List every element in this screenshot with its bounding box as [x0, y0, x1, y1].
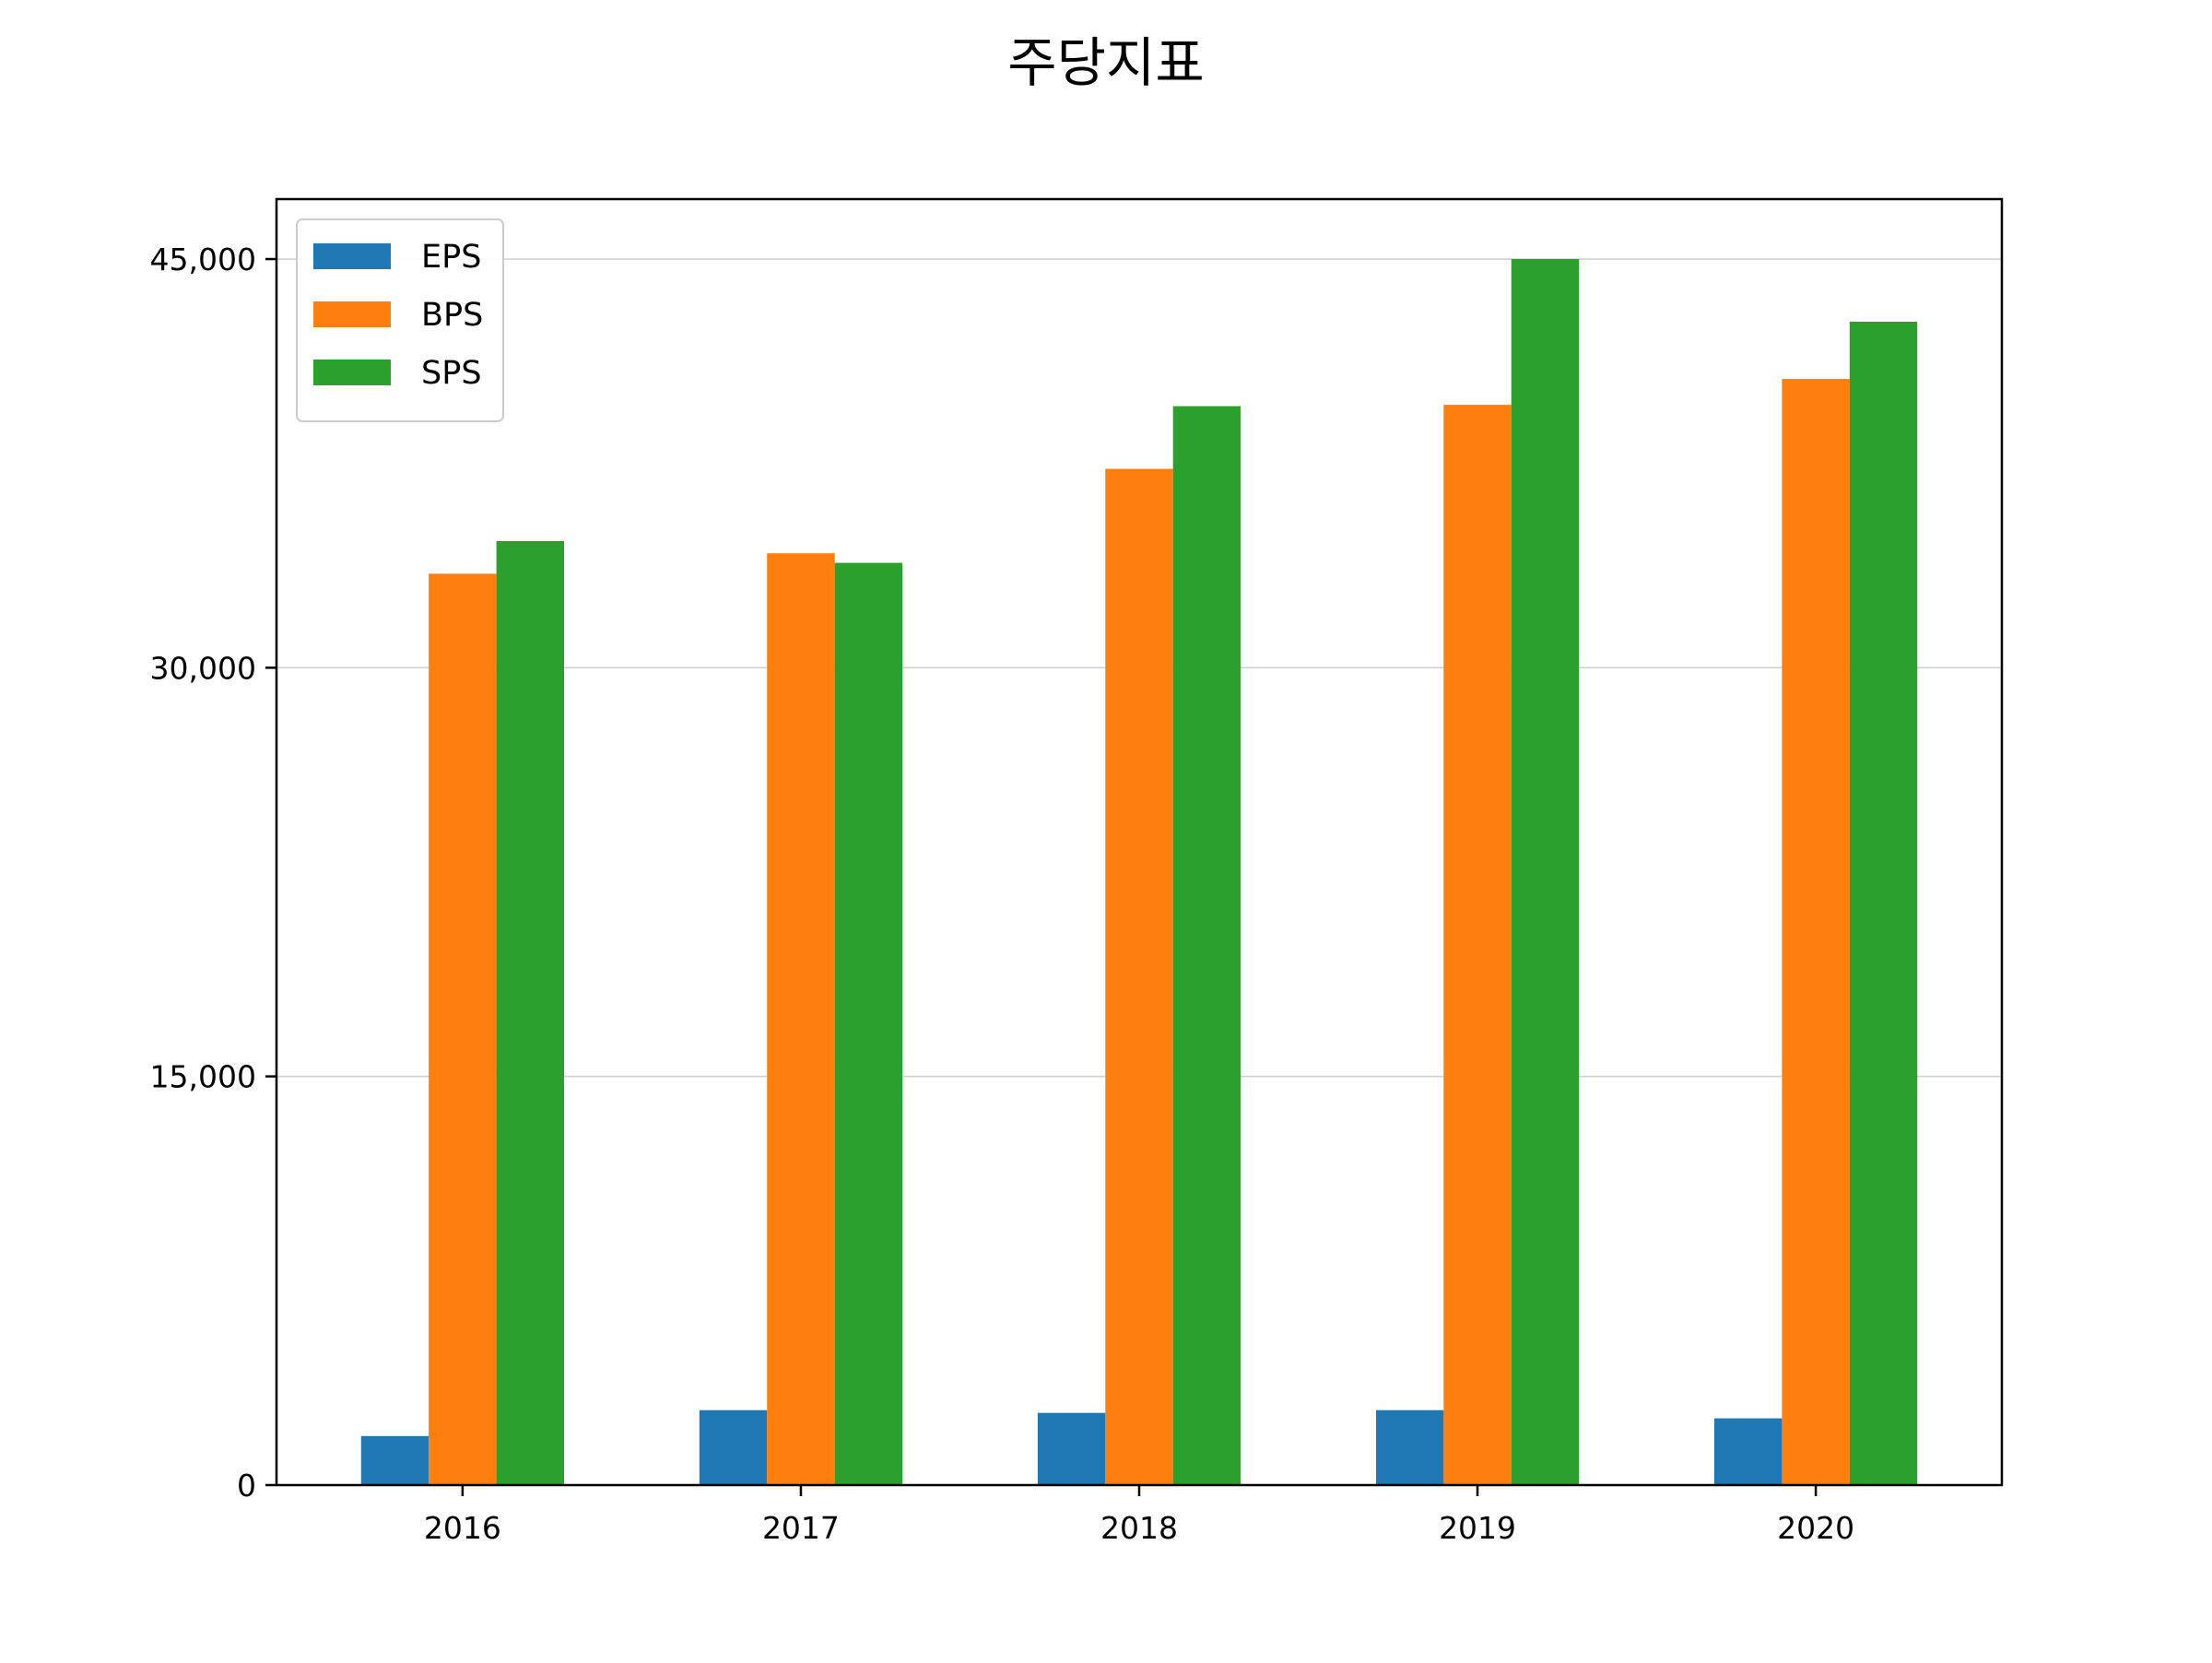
legend-swatch-sps [313, 360, 391, 385]
bar-sps-2016 [496, 540, 564, 1486]
bar-sps-2017 [834, 562, 903, 1485]
legend-label-bps: BPS [421, 297, 483, 334]
bar-sps-2019 [1511, 259, 1580, 1485]
y-tick-label: 45,000 [150, 242, 256, 277]
y-tick-label: 0 [237, 1468, 256, 1504]
bar-eps-2019 [1375, 1409, 1444, 1485]
y-tick-label: 15,000 [150, 1059, 256, 1095]
bar-bps-2019 [1443, 405, 1512, 1486]
bar-bps-2020 [1782, 379, 1850, 1485]
bar-eps-2016 [360, 1435, 429, 1485]
x-tick-label: 2018 [1100, 1510, 1178, 1546]
bar-bps-2017 [767, 553, 835, 1485]
x-tick-label: 2016 [424, 1510, 501, 1546]
bar-eps-2020 [1714, 1418, 1783, 1485]
legend-swatch-eps [313, 243, 391, 269]
x-tick-label: 2019 [1439, 1510, 1516, 1546]
bar-bps-2016 [429, 573, 497, 1485]
legend-label-sps: SPS [421, 355, 482, 392]
legend: EPS BPS SPS [296, 218, 504, 422]
legend-swatch-bps [313, 301, 391, 327]
bar-sps-2020 [1849, 321, 1918, 1485]
bar-sps-2018 [1172, 406, 1241, 1485]
x-tick-label: 2020 [1777, 1510, 1854, 1546]
bar-eps-2017 [699, 1409, 768, 1485]
bars [360, 259, 1918, 1486]
bar-eps-2018 [1037, 1412, 1106, 1485]
bar-bps-2018 [1105, 468, 1173, 1485]
legend-label-eps: EPS [421, 239, 481, 276]
y-tick-label: 30,000 [150, 650, 256, 686]
axes: 0 15,000 30,000 45,000 2016 2017 2018 2019 2020 [150, 197, 2004, 1546]
chart-title: 주당지표 [1007, 31, 1204, 94]
x-tick-label: 2017 [762, 1510, 840, 1546]
